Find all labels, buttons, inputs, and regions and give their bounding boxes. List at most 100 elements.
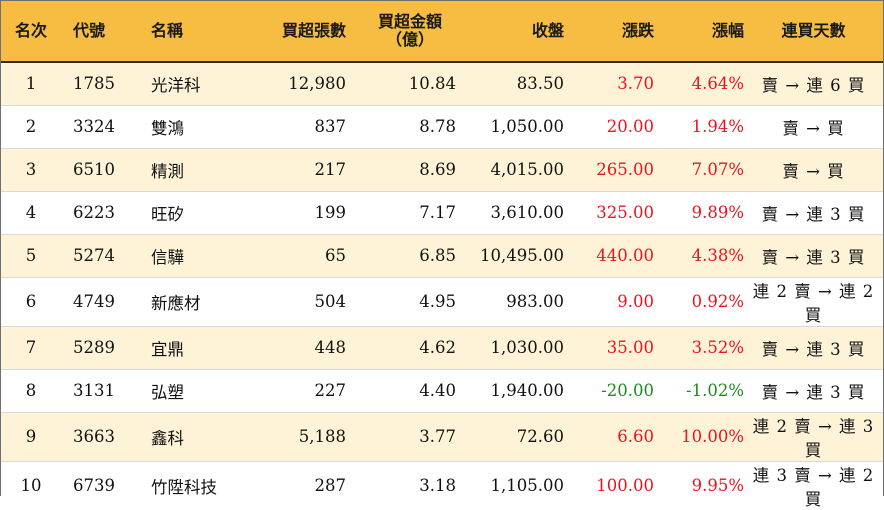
- cell-amount: 3.18: [419, 476, 456, 495]
- cell-code: 5274: [61, 234, 143, 278]
- cell-pct: 4.64%: [654, 62, 744, 106]
- cell-amount: 6.85: [346, 234, 456, 278]
- cell-rank: 6: [1, 277, 61, 327]
- cell-pct: 1.94%: [654, 105, 744, 149]
- cell-amount: 10.84: [346, 62, 456, 106]
- header-amount-line1: 買超金額: [377, 12, 442, 31]
- cell-close: 83.50: [456, 62, 564, 106]
- table-row: 7 5289 宜鼎 448 4.62 1,030.00 35.00 3.52% 賣 → 連 3 …: [1, 326, 883, 370]
- cell-pct: 4.38%: [654, 234, 744, 278]
- cell-rank: 2: [1, 105, 61, 149]
- cell-change: 3.70: [564, 62, 654, 106]
- cell-lots: 504: [246, 277, 346, 327]
- cell-days: 賣 → 連 3 買: [744, 191, 883, 235]
- cell-name: 弘塑: [143, 369, 246, 413]
- table-row: 8 3131 弘塑 227 4.40 1,940.00 -20.00 -1.02% 賣 → 連 …: [1, 369, 883, 413]
- cell-rank: 10: [20, 476, 42, 495]
- cell-code: 1785: [61, 62, 143, 106]
- cell-days: 賣 → 買: [744, 148, 883, 192]
- header-rank: 名次: [1, 1, 61, 63]
- cell-rank: 3: [1, 148, 61, 192]
- header-name: 名稱: [143, 1, 246, 63]
- cell-change: 325.00: [564, 191, 654, 235]
- cell-change: 35.00: [564, 326, 654, 370]
- cell-code: 4749: [61, 277, 143, 327]
- cell-code: 3663: [61, 412, 143, 462]
- header-change: 漲跌: [564, 1, 654, 63]
- cell-change: -20.00: [564, 369, 654, 413]
- header-row: 名次 代號 名稱 買超張數 買超金額 （億） 收盤 漲跌 漲幅 連買天數: [1, 1, 883, 63]
- cell-name: 光洋科: [143, 62, 246, 106]
- cell-days: 連 2 賣 → 連 3 買: [744, 412, 883, 462]
- cell-pct: 3.52%: [654, 326, 744, 370]
- cell-days: 賣 → 買: [744, 105, 883, 149]
- cell-days: 賣 → 連 6 買: [744, 62, 883, 106]
- cell-amount: 4.40: [346, 369, 456, 413]
- cell-name: 精測: [143, 148, 246, 192]
- cell-pct: 9.95%: [691, 476, 744, 495]
- cell-rank: 5: [1, 234, 61, 278]
- table-row: 6 4749 新應材 504 4.95 983.00 9.00 0.92% 連 2 賣 → 連 …: [1, 277, 883, 327]
- table-row: 3 6510 精測 217 8.69 4,015.00 265.00 7.07% 賣 → 買: [1, 148, 883, 192]
- cell-days: 賣 → 連 3 買: [744, 326, 883, 370]
- cell-close: 3,610.00: [456, 191, 564, 235]
- cell-close: 10,495.00: [456, 234, 564, 278]
- cell-amount: 4.95: [346, 277, 456, 327]
- cell-name: 信驊: [143, 234, 246, 278]
- cell-rank: 4: [1, 191, 61, 235]
- cell-name: 竹陞科技: [151, 477, 217, 497]
- cell-change: 9.00: [564, 277, 654, 327]
- table-row: 1 1785 光洋科 12,980 10.84 83.50 3.70 4.64% 賣 → 連 6…: [1, 62, 883, 106]
- table-body: 1 1785 光洋科 12,980 10.84 83.50 3.70 4.64% 賣 → 連 6…: [1, 62, 883, 510]
- cell-close: 72.60: [456, 412, 564, 462]
- cell-pct: 0.92%: [654, 277, 744, 327]
- cell-close: 1,050.00: [456, 105, 564, 149]
- header-days: 連買天數: [744, 1, 883, 63]
- table-row: 5 5274 信驊 65 6.85 10,495.00 440.00 4.38% 賣 → 連 3…: [1, 234, 883, 278]
- cell-days: 連 2 賣 → 連 2 買: [744, 277, 883, 327]
- cell-pct: 7.07%: [654, 148, 744, 192]
- cell-lots: 837: [246, 105, 346, 149]
- cell-amount: 4.62: [346, 326, 456, 370]
- header-lots: 買超張數: [246, 1, 346, 63]
- cell-pct: -1.02%: [654, 369, 744, 413]
- cell-days: 賣 → 連 3 買: [744, 234, 883, 278]
- cell-name: 旺矽: [143, 191, 246, 235]
- header-amount-line2: （億）: [385, 30, 434, 49]
- cell-close: 4,015.00: [456, 148, 564, 192]
- cell-lots: 199: [246, 191, 346, 235]
- cell-code: 6223: [61, 191, 143, 235]
- table-row: 10 6739 竹陞科技 287 3.18 1,105.00 100.00 9.95% 連 3 …: [1, 461, 883, 510]
- cell-close: 1,030.00: [456, 326, 564, 370]
- table-row: 2 3324 雙鴻 837 8.78 1,050.00 20.00 1.94% 賣 → 買: [1, 105, 883, 149]
- cell-pct: 9.89%: [654, 191, 744, 235]
- header-close: 收盤: [456, 1, 564, 63]
- cell-days: 連 3 賣 → 連 2 買: [752, 465, 875, 509]
- cell-change: 100.00: [596, 476, 654, 495]
- header-amount: 買超金額 （億）: [346, 1, 456, 63]
- cell-rank: 8: [1, 369, 61, 413]
- cell-close: 1,940.00: [456, 369, 564, 413]
- cell-name: 宜鼎: [143, 326, 246, 370]
- cell-lots: 217: [246, 148, 346, 192]
- cell-name: 新應材: [143, 277, 246, 327]
- cell-rank: 7: [1, 326, 61, 370]
- cell-code: 3131: [61, 369, 143, 413]
- cell-lots: 287: [314, 476, 347, 495]
- cell-close: 1,105.00: [490, 476, 564, 495]
- cell-days: 賣 → 連 3 買: [744, 369, 883, 413]
- cell-lots: 227: [246, 369, 346, 413]
- table-row: 9 3663 鑫科 5,188 3.77 72.60 6.60 10.00% 連 2 賣 → 連…: [1, 412, 883, 462]
- cell-change: 440.00: [564, 234, 654, 278]
- cell-amount: 8.78: [346, 105, 456, 149]
- cell-change: 265.00: [564, 148, 654, 192]
- header-code: 代號: [61, 1, 143, 63]
- cell-lots: 12,980: [246, 62, 346, 106]
- cell-code: 5289: [61, 326, 143, 370]
- cell-name: 鑫科: [143, 412, 246, 462]
- header-pct: 漲幅: [654, 1, 744, 63]
- cell-change: 20.00: [564, 105, 654, 149]
- cell-pct: 10.00%: [654, 412, 744, 462]
